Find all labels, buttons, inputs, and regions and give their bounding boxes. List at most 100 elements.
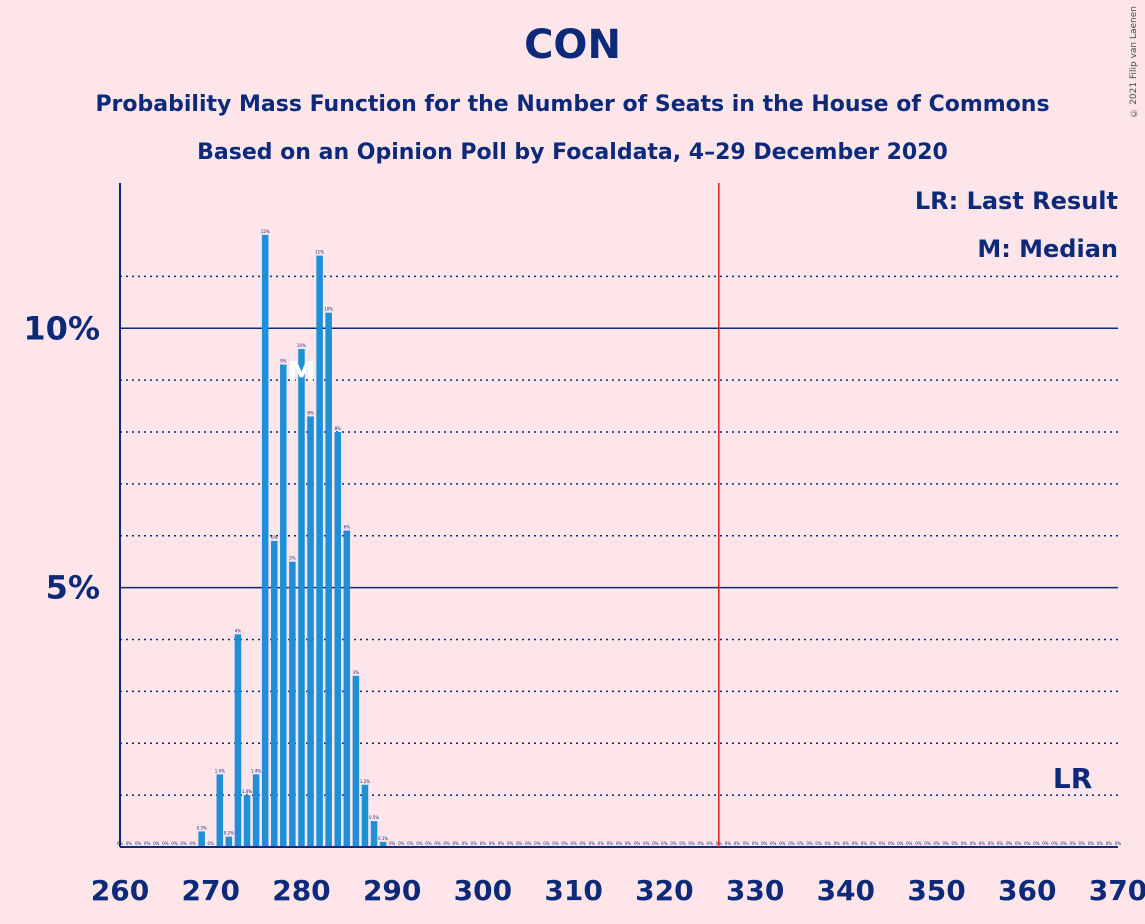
bar-label: 0% (1006, 841, 1013, 846)
x-tick-label: 260 (91, 874, 149, 907)
bar-label: 0% (1097, 841, 1104, 846)
bar-label: 0% (797, 841, 804, 846)
bar-labels: 0%0%0%0%0%0%0%0%0%0.3%0%1.4%0.2%4%1.0%1.… (117, 229, 1122, 846)
bar-label: 0% (852, 841, 859, 846)
bar (334, 432, 342, 847)
bar-label: 0% (407, 841, 414, 846)
bar-label: 0% (1051, 841, 1058, 846)
bar-label: 0% (906, 841, 913, 846)
bar (252, 774, 260, 847)
bar-label: 0% (915, 841, 922, 846)
last-result-marker: LR (1053, 762, 1092, 795)
chart-subtitle: Probability Mass Function for the Number… (95, 92, 1050, 117)
bar-label: 3% (353, 670, 360, 675)
bar (289, 561, 296, 847)
bar-label: 0% (580, 841, 587, 846)
median-marker: M (288, 355, 316, 388)
bar (352, 675, 360, 847)
x-tick-label: 320 (635, 874, 693, 907)
bar-label: 0% (434, 841, 441, 846)
bar-label: 0.2% (224, 831, 234, 836)
bar-label: 0% (707, 841, 714, 846)
bar (361, 784, 369, 847)
x-tick-label: 360 (998, 874, 1056, 907)
bar (325, 312, 332, 847)
bar-label: 0% (643, 841, 650, 846)
bar-label: 0% (616, 841, 623, 846)
bar-label: 0% (389, 841, 396, 846)
bar-label: 0% (480, 841, 487, 846)
bar-label: 8% (335, 426, 342, 431)
x-tick-label: 350 (907, 874, 965, 907)
legend-entry: LR: Last Result (915, 187, 1118, 215)
bar-label: 0% (952, 841, 959, 846)
bar-label: 0% (1060, 841, 1067, 846)
bar-label: 0% (453, 841, 460, 846)
bar-label: 0% (634, 841, 641, 846)
bar-label: 0% (507, 841, 514, 846)
bar (234, 634, 242, 847)
bar (370, 821, 378, 847)
bar-label: 0% (552, 841, 559, 846)
bar-label: 0% (824, 841, 831, 846)
bar-label: 0% (180, 841, 187, 846)
bar-label: 0% (734, 841, 741, 846)
bar-label: 0% (153, 841, 160, 846)
bar (216, 774, 224, 847)
bar-label: 0% (416, 841, 423, 846)
bar-label: 1.4% (251, 768, 261, 773)
bar-label: 0% (189, 841, 196, 846)
bar-label: 0% (1115, 841, 1122, 846)
bar-label: 0% (561, 841, 568, 846)
bar-label: 0% (607, 841, 614, 846)
bar-label: 0% (525, 841, 532, 846)
bar (343, 530, 351, 847)
bar-label: 0% (162, 841, 169, 846)
legend: LR: Last Result M: Median (915, 187, 1118, 263)
chart-source: Based on an Opinion Poll by Focaldata, 4… (197, 140, 948, 165)
bar-label: 0% (752, 841, 759, 846)
bar-label: 0% (806, 841, 813, 846)
bar-label: 0% (1024, 841, 1031, 846)
markers: M LR (288, 183, 1092, 847)
bar (198, 831, 205, 847)
bar-label: 1.2% (360, 779, 370, 784)
bar-label: 12% (261, 229, 270, 234)
bar (316, 255, 323, 847)
bar-label: 10% (297, 343, 306, 348)
bar-label: 0% (1069, 841, 1076, 846)
bar-label: 0% (988, 841, 995, 846)
bar-label: 0% (425, 841, 432, 846)
bar-label: 0% (498, 841, 505, 846)
bar-label: 0% (516, 841, 523, 846)
bars (198, 234, 387, 847)
bar-label: 0% (942, 841, 949, 846)
bar-label: 0.3% (197, 825, 207, 830)
bar-label: 5% (289, 556, 296, 561)
bar-label: 0% (126, 841, 133, 846)
bar-label: 0.5% (369, 815, 379, 820)
bar-label: 0% (888, 841, 895, 846)
x-tick-label: 280 (272, 874, 330, 907)
bar-label: 0% (1106, 841, 1113, 846)
y-tick-label: 10% (23, 309, 100, 347)
bar-label: 0% (879, 841, 886, 846)
bar-label: 0% (861, 841, 868, 846)
bar-label: 0% (543, 841, 550, 846)
bar-label: 0% (870, 841, 877, 846)
bar-label: 8% (307, 410, 314, 415)
bar-label: 0% (743, 841, 750, 846)
x-tick-label: 330 (726, 874, 784, 907)
bar-label: 0% (208, 841, 215, 846)
bar (298, 349, 305, 847)
bar (307, 416, 314, 847)
bar-label: 0% (679, 841, 686, 846)
bar-label: 0% (788, 841, 795, 846)
x-tick-label: 300 (454, 874, 512, 907)
bar-label: 0% (697, 841, 704, 846)
bar-label: 1.0% (242, 789, 252, 794)
bar-label: 0% (761, 841, 768, 846)
bar-label: 0% (997, 841, 1004, 846)
bar-label: 0% (933, 841, 940, 846)
